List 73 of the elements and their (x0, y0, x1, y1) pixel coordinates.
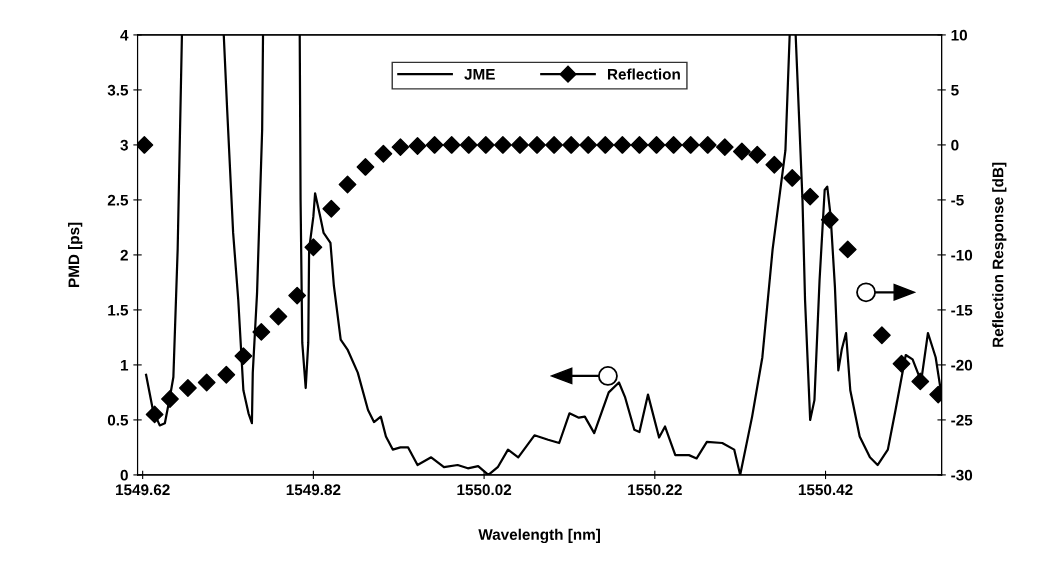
point (872, 326, 891, 345)
y-tick-label: 0.5 (107, 414, 129, 426)
y2-tick-label: 10 (951, 29, 968, 41)
point (698, 136, 717, 154)
point (137, 136, 154, 154)
y-tick-label: 1 (120, 359, 129, 371)
legend-label: JME (464, 69, 495, 80)
y2-tick-label: 0 (951, 139, 959, 151)
y2-axis-title: Reflection Response [dB] (992, 162, 1007, 347)
x-tick-label: 1550.02 (457, 484, 512, 496)
y-tick-label: 2 (120, 249, 128, 261)
point (630, 136, 649, 154)
x-tick-label: 1550.22 (628, 484, 682, 496)
point (374, 144, 393, 163)
point (562, 136, 581, 154)
point (528, 136, 546, 154)
y-tick-label: 4 (120, 29, 129, 41)
point (408, 137, 427, 155)
x-tick-label: 1550.42 (798, 484, 853, 496)
y-tick-label: 0 (120, 469, 128, 481)
y-tick-label: 3.5 (107, 84, 129, 96)
x-tick-label: 1549.62 (116, 484, 170, 496)
point (545, 136, 564, 154)
point (715, 138, 734, 157)
y-tick-label: 2.5 (107, 194, 129, 206)
point (252, 323, 271, 341)
legend-label: Reflection (608, 68, 680, 80)
point (442, 136, 461, 154)
point (892, 354, 911, 373)
point (322, 199, 341, 218)
y2-tick-label: -20 (951, 359, 973, 371)
point (664, 136, 683, 154)
y-tick-label: 3 (120, 139, 128, 151)
point (911, 372, 930, 391)
y2-tick-label: -30 (951, 469, 973, 481)
point (145, 405, 164, 424)
point (217, 365, 236, 384)
point (356, 158, 375, 176)
x-tick-label: 1549.82 (286, 484, 341, 496)
point (732, 142, 751, 161)
point (476, 136, 495, 154)
y-axis-title: PMD [ps] (68, 222, 83, 287)
point (681, 136, 700, 154)
point (596, 136, 615, 154)
point (338, 175, 357, 194)
point (765, 155, 784, 174)
point (197, 373, 216, 392)
point (579, 136, 598, 154)
point (838, 240, 857, 259)
point (613, 136, 632, 154)
point (234, 347, 253, 366)
point (425, 136, 444, 154)
point (178, 379, 197, 397)
y2-tick-label: -5 (951, 194, 964, 206)
point (161, 390, 179, 408)
x-axis-title: Wavelength [nm] (478, 528, 600, 544)
point (269, 307, 288, 326)
y-tick-label: 1.5 (108, 304, 129, 316)
y2-tick-label: 5 (951, 84, 959, 96)
point (801, 187, 820, 206)
y2-tick-label: -10 (951, 249, 973, 261)
y2-tick-label: -25 (951, 414, 973, 426)
point (511, 136, 529, 154)
point (304, 238, 323, 257)
point (647, 136, 666, 154)
point (459, 136, 478, 154)
point (820, 210, 839, 229)
point (748, 145, 767, 164)
point (493, 136, 512, 154)
point (391, 138, 410, 157)
point (783, 169, 802, 187)
y2-tick-label: -15 (951, 304, 973, 316)
point (288, 286, 307, 305)
